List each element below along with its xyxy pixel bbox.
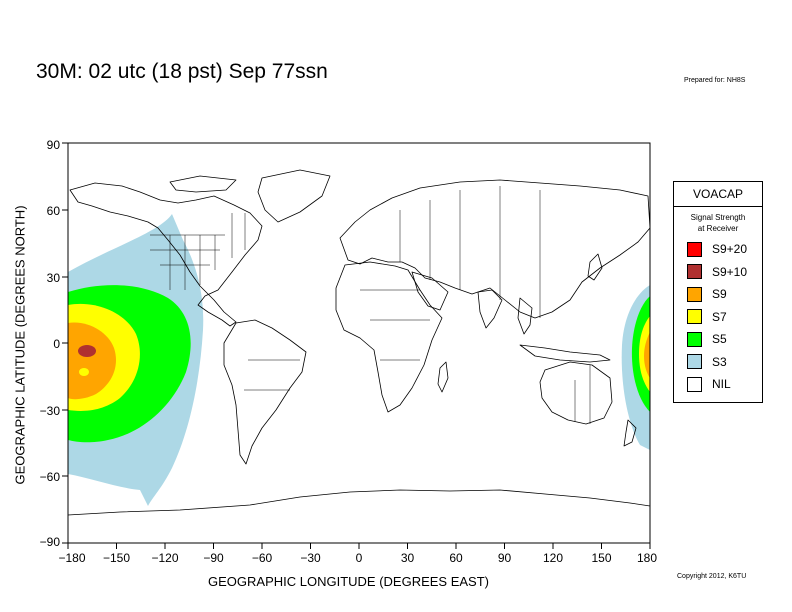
us-state-borders (150, 213, 246, 290)
legend-item-s5: S5 (674, 328, 762, 351)
y-tick-label: −60 (39, 470, 60, 484)
x-tick-label: 90 (497, 551, 512, 565)
legend-swatch (687, 264, 702, 280)
legend-item-nil: NIL (674, 373, 762, 396)
legend-swatch (687, 376, 702, 392)
y-axis-label: GEOGRAPHIC LATITUDE (DEGREES NORTH) (12, 205, 28, 485)
legend-label: S7 (712, 309, 727, 324)
legend-swatch (687, 286, 702, 302)
legend-label: NIL (712, 377, 731, 392)
india-outline (477, 289, 503, 329)
legend-swatch (687, 309, 702, 325)
greenland-outline (257, 169, 331, 223)
new-zealand-outline (623, 419, 637, 447)
country-borders (244, 186, 591, 424)
x-tick-label: −150 (102, 551, 131, 565)
y-tick-label: 30 (46, 271, 60, 285)
legend-label: S5 (712, 332, 727, 347)
arctic-islands (169, 175, 237, 193)
legend-item-s9plus20: S9+20 (674, 238, 762, 261)
x-tick-label: 60 (449, 551, 463, 565)
antarctica-outline (68, 489, 650, 516)
legend-swatch (687, 331, 702, 347)
x-tick-label: −120 (151, 551, 179, 565)
zone-s7-spot-west (79, 368, 89, 376)
y-tick-label: −90 (39, 535, 60, 549)
legend-item-s9: S9 (674, 283, 762, 306)
legend-swatch (687, 241, 702, 257)
x-tick-label: −30 (300, 551, 321, 565)
x-tick-label: 150 (591, 551, 612, 565)
zone-s9-west (68, 322, 116, 400)
legend-subtitle-line2: at Receiver (697, 224, 739, 233)
australia-outline (539, 361, 613, 425)
legend-label: S3 (712, 354, 727, 369)
legend-label: S9+10 (712, 264, 748, 279)
legend-subtitle-line1: Signal Strength (690, 213, 746, 222)
coastlines (68, 169, 650, 516)
arabia-outline (411, 271, 449, 311)
x-tick-label: −90 (203, 551, 224, 565)
legend-label: S9 (712, 287, 727, 302)
north-america-outline (69, 182, 263, 327)
legend-swatch (687, 354, 702, 370)
japan-outline (587, 253, 603, 281)
legend-item-s9plus10: S9+10 (674, 261, 762, 284)
zone-s9plus10-west (78, 345, 96, 357)
legend-subtitle: Signal Strength at Receiver (674, 212, 762, 234)
y-tick-label: 60 (46, 204, 60, 218)
x-tick-label: 180 (636, 551, 658, 565)
legend-title: VOACAP (674, 182, 762, 207)
africa-outline (335, 261, 443, 413)
madagascar-outline (437, 361, 449, 393)
x-tick-label: −180 (58, 551, 86, 565)
coverage-zones (68, 214, 650, 506)
y-tick-label: 90 (46, 138, 60, 152)
chart-title: 30M: 02 utc (18 pst) Sep 77ssn (36, 60, 328, 83)
y-tick-label: 0 (53, 337, 60, 351)
x-tick-label: −60 (251, 551, 273, 565)
legend-label: S9+20 (712, 242, 748, 257)
y-tick-label: −30 (39, 404, 60, 418)
eurasia-outline (339, 179, 650, 319)
legend-item-s3: S3 (674, 351, 762, 374)
signal-legend: VOACAP Signal Strength at Receiver S9+20… (673, 181, 763, 403)
x-tick-label: 120 (542, 551, 564, 565)
x-tick-label: 0 (355, 551, 363, 565)
indonesia-outline (519, 344, 611, 363)
zone-s9-east (644, 332, 650, 378)
legend-item-s7: S7 (674, 306, 762, 329)
prepared-for-note: Prepared for: NH8S (684, 77, 746, 84)
indochina-outline (517, 297, 533, 335)
south-america-outline (223, 319, 307, 465)
x-axis-label: GEOGRAPHIC LONGITUDE (DEGREES EAST) (208, 574, 489, 589)
axis-ticks (62, 142, 651, 549)
x-tick-label: 30 (400, 551, 415, 565)
copyright-note: Copyright 2012, K6TU (677, 573, 747, 580)
